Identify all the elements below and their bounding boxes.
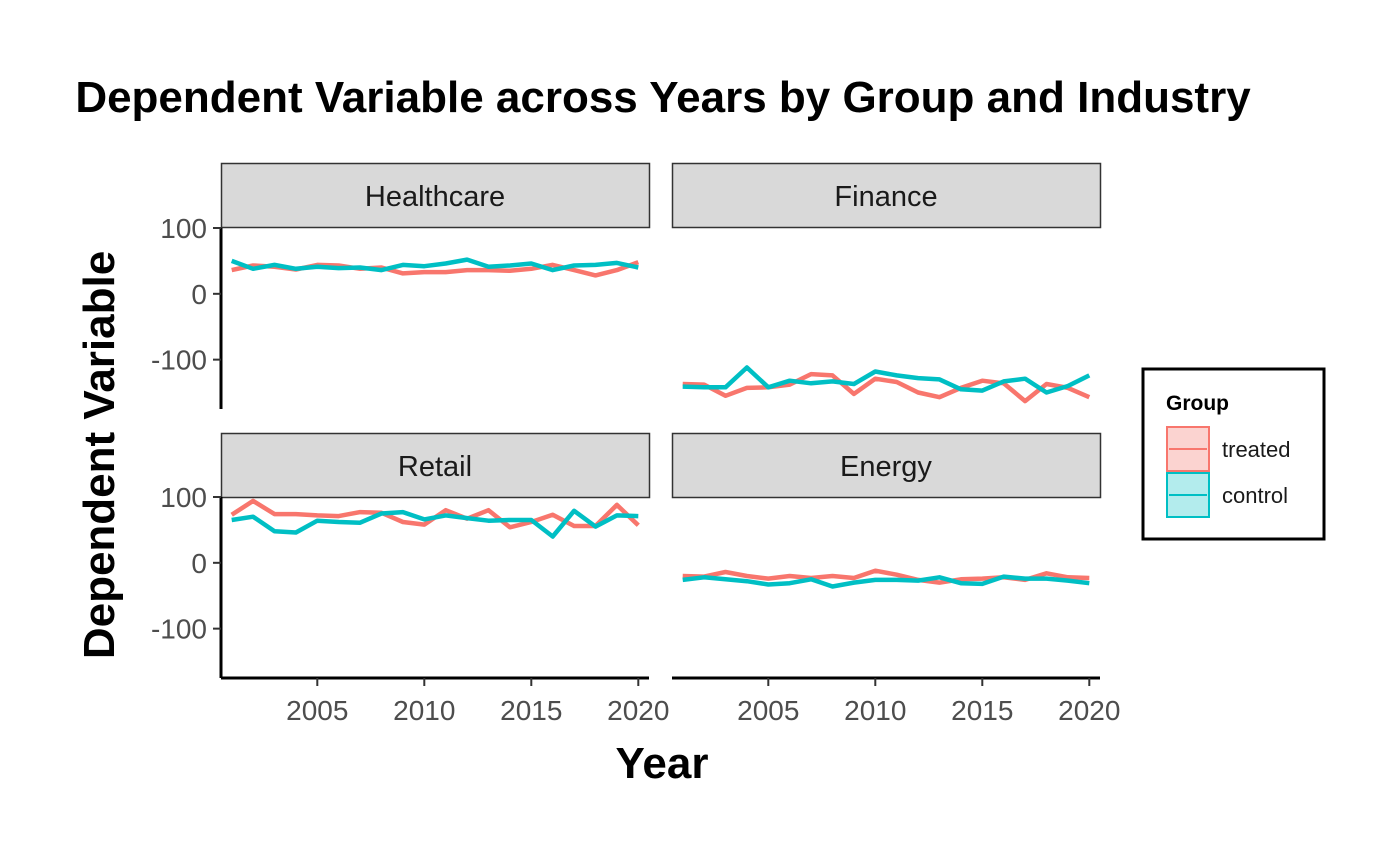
y-tick-label: 0 bbox=[191, 279, 207, 310]
facet-strip-label: Finance bbox=[834, 181, 937, 213]
facet-strip bbox=[671, 162, 1102, 229]
facet-strip bbox=[671, 432, 1102, 499]
y-tick-label: 0 bbox=[191, 548, 207, 579]
series-line-control bbox=[682, 574, 1090, 589]
y-tick-label: 100 bbox=[160, 213, 207, 244]
series-line-treated bbox=[682, 371, 1091, 404]
chart-title: Dependent Variable across Years by Group… bbox=[75, 73, 1251, 122]
y-axis-title: Dependent Variable bbox=[75, 251, 124, 659]
facet-panel-retail: Retail 100 0 -100 2005 2010 2015 2020 bbox=[151, 432, 669, 726]
legend-title: Group bbox=[1166, 392, 1229, 415]
legend-label-treated: treated bbox=[1222, 437, 1291, 462]
series-line-control bbox=[231, 508, 639, 539]
x-tick-label: 2005 bbox=[286, 695, 348, 726]
legend: Group treated control bbox=[1141, 367, 1326, 541]
x-tick-label: 2020 bbox=[1058, 695, 1120, 726]
legend-label-control: control bbox=[1222, 483, 1288, 508]
legend-entries: treated control bbox=[1166, 426, 1291, 518]
y-tick-label: 100 bbox=[160, 482, 207, 513]
facet-panel-healthcare: Healthcare 100 0 -100 bbox=[151, 162, 651, 409]
facet-strip bbox=[220, 432, 651, 499]
y-tick-label: -100 bbox=[151, 614, 207, 645]
x-tick-label: 2010 bbox=[393, 695, 455, 726]
x-tick-label: 2015 bbox=[951, 695, 1013, 726]
facet-strip-label: Retail bbox=[398, 451, 472, 483]
facet-strip-label: Energy bbox=[840, 451, 932, 483]
x-tick-label: 2015 bbox=[500, 695, 562, 726]
x-tick-label: 2005 bbox=[737, 695, 799, 726]
x-tick-label: 2010 bbox=[844, 695, 906, 726]
series-line-control bbox=[682, 365, 1091, 395]
facet-panels: Healthcare 100 0 -100 Finance Retail 100 0 -100 2… bbox=[151, 162, 1120, 726]
series-line-control bbox=[230, 257, 639, 273]
y-tick-label: -100 bbox=[151, 345, 207, 376]
facet-strip bbox=[220, 162, 651, 229]
facet-panel-finance: Finance bbox=[671, 162, 1102, 404]
facet-panel-energy: Energy 2005 2010 2015 2020 bbox=[671, 432, 1120, 726]
x-axis-title: Year bbox=[616, 739, 709, 788]
facet-strip-label: Healthcare bbox=[365, 181, 505, 213]
x-tick-label: 2020 bbox=[607, 695, 669, 726]
